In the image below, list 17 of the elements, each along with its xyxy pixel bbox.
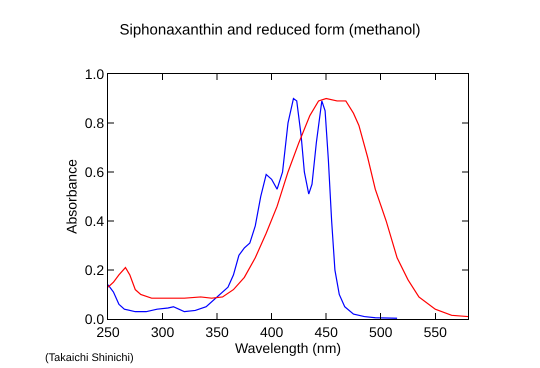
x-tick-label: 450 [314,324,338,340]
x-tick-label: 400 [260,324,284,340]
text: (Takaichi Shinichi) [45,352,134,364]
x-tick-label: 550 [424,324,448,340]
y-tick-label: 1.0 [84,66,104,82]
y-tick-label: 0.6 [84,164,104,180]
line-series [108,98,398,319]
y-tick-label: 0.8 [84,114,104,131]
x-axis-title: Wavelength (nm) [234,340,342,356]
x-tick-label: 500 [369,324,393,340]
y-tick-label: 0.2 [84,262,104,278]
y-tick-label: 0.4 [84,212,104,229]
chart-title: Siphonaxanthin and reduced form (methanol) [119,22,421,39]
y-axis-title: Absorbance [63,158,80,234]
line-series [108,98,468,318]
x-tick-label: 350 [205,324,229,340]
x-tick-label: 300 [150,324,174,340]
